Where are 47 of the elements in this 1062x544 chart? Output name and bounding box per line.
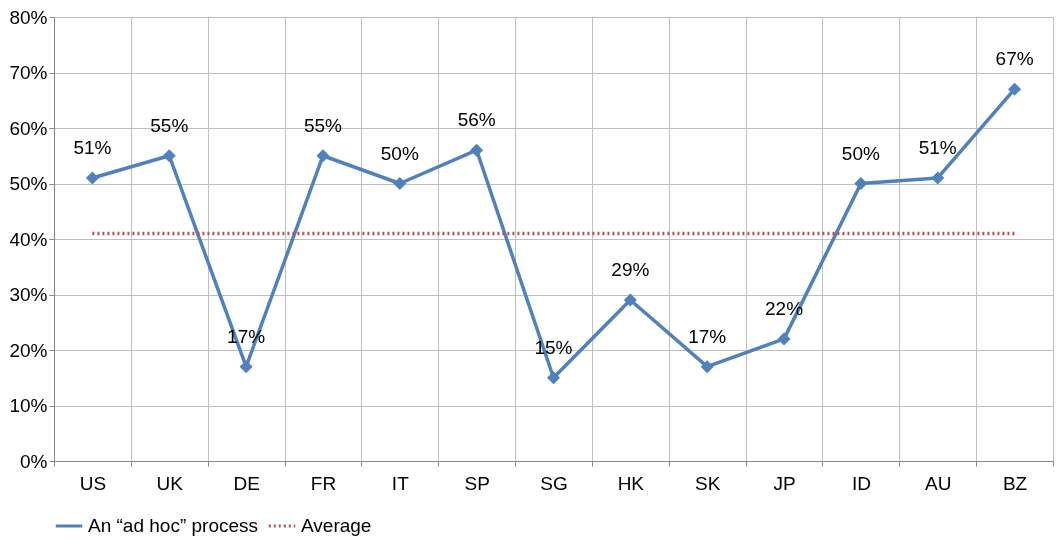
y-tick-label: 0% [20,450,48,472]
x-tick-label: UK [156,472,184,494]
point [854,176,868,191]
y-tick-label: 30% [9,284,48,305]
point [1008,82,1022,96]
point [700,360,714,374]
point [393,176,407,191]
x-tick-label: HK [617,472,645,494]
data-label: 50% [841,142,880,164]
x-tick-label: AU [925,472,952,494]
data-label: 55% [303,114,343,136]
y-tick-label: 10% [9,395,48,416]
y-tick-label: 80% [9,6,48,28]
point [931,171,945,185]
y-tick-label: 60% [9,117,48,139]
point [777,332,791,346]
x-tick-label: FR [310,472,337,494]
data-label: 17% [688,325,727,347]
x-tick-label: JP [773,472,796,494]
point [239,360,253,374]
data-label: 51% [918,136,957,158]
data-label: 29% [611,259,650,281]
y-tick-label: 20% [9,339,48,361]
point [470,143,484,157]
x-tick-label: BZ [1002,472,1028,494]
data-label: 51% [73,136,112,158]
legend-label: An “ad hoc” process [88,515,259,536]
point [162,149,176,163]
y-tick-label: 50% [9,173,48,194]
legend-label: Average [301,515,372,536]
x-tick-label: DE [233,472,260,494]
y-tick-label: 40% [9,228,48,250]
x-tick-label: SP [464,472,490,494]
point [85,171,99,185]
data-label: 50% [380,142,419,164]
data-label: 67% [995,48,1034,70]
y-tick-label: 70% [9,62,48,83]
data-label: 55% [150,114,189,136]
data-label: 56% [457,109,496,131]
x-tick-label: ID [851,472,871,494]
point [546,371,561,385]
x-tick-label: US [79,472,107,494]
x-tick-label: SG [540,472,568,494]
point [316,149,330,163]
x-tick-label: SK [695,472,721,494]
point [623,293,637,307]
x-tick-label: IT [391,472,410,494]
